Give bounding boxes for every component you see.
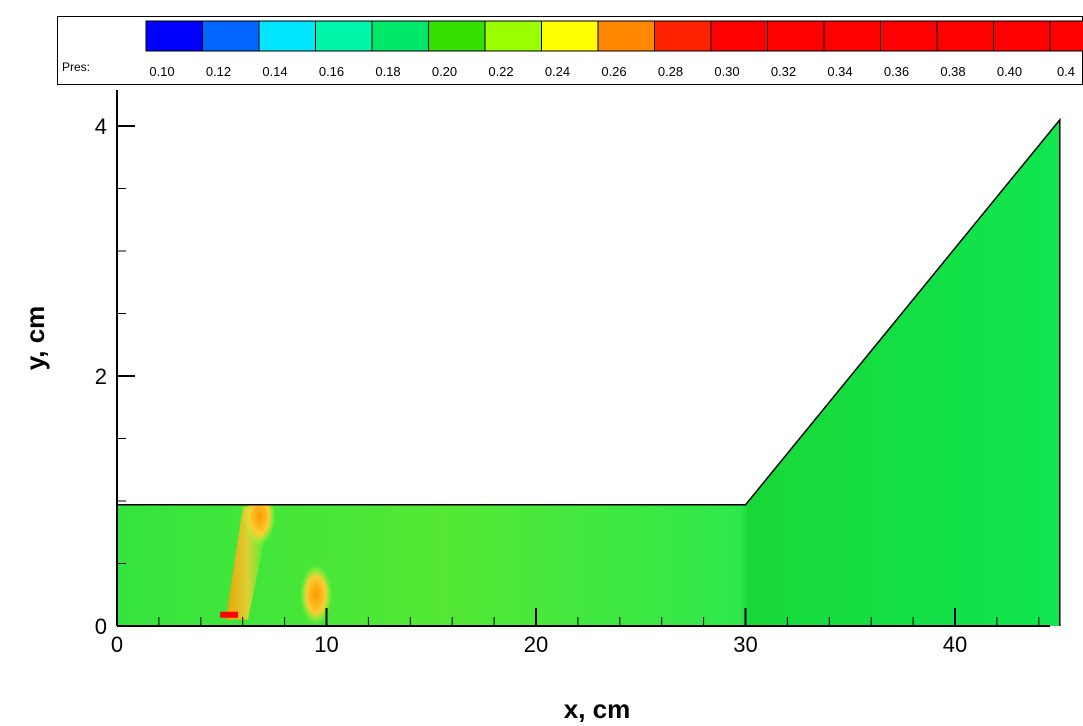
legend-label: 0.40: [997, 64, 1022, 79]
legend-label: 0.20: [432, 64, 457, 79]
pressure-field: [117, 119, 1060, 627]
legend-swatch: [202, 20, 260, 52]
legend-label: 0.34: [827, 64, 852, 79]
x-tick-label: 40: [943, 632, 967, 657]
legend-swatch: [258, 20, 316, 52]
high-pressure-spot: [243, 486, 276, 546]
y-tick-label: 0: [95, 614, 107, 639]
x-tick-label: 30: [733, 632, 757, 657]
legend-swatch: [484, 20, 542, 52]
legend-swatch: [145, 20, 203, 52]
legend-label: 0.18: [375, 64, 400, 79]
legend-label: 0.4: [1057, 64, 1075, 79]
legend-label: 0.12: [206, 64, 231, 79]
x-axis-title: x, cm: [564, 694, 631, 724]
field-group: [117, 119, 1060, 627]
y-tick-label: 4: [95, 114, 107, 139]
legend-label: 0.36: [884, 64, 909, 79]
legend-label: 0.22: [488, 64, 513, 79]
legend-swatch: [315, 20, 373, 52]
legend-swatch: [654, 20, 712, 52]
legend-label: 0.14: [262, 64, 287, 79]
legend-swatch: [880, 20, 938, 52]
legend-label: 0.26: [601, 64, 626, 79]
legend-title: Pres:: [62, 60, 91, 74]
y-axis-title: y, cm: [20, 306, 50, 371]
peak-pressure-spot: [220, 611, 239, 618]
legend-label: 0.32: [771, 64, 796, 79]
legend-label: 0.38: [940, 64, 965, 79]
legend-label: 0.16: [319, 64, 344, 79]
legend-label: 0.10: [149, 64, 174, 79]
legend-label: 0.28: [658, 64, 683, 79]
legend-label: 0.24: [545, 64, 570, 79]
legend-swatch: [823, 20, 881, 52]
legend-swatch: [936, 20, 994, 52]
legend-label: 0.30: [714, 64, 739, 79]
legend-swatch: [428, 20, 486, 52]
legend-swatch: [541, 20, 599, 52]
x-tick-label: 10: [314, 632, 338, 657]
y-tick-label: 2: [95, 364, 107, 389]
legend-swatch: [1049, 20, 1083, 52]
high-pressure-spot: [300, 564, 333, 625]
legend-swatch: [710, 20, 768, 52]
legend-swatch: [371, 20, 429, 52]
x-tick-label: 20: [524, 632, 548, 657]
legend-swatch: [597, 20, 655, 52]
legend-swatch: [993, 20, 1051, 52]
legend-swatch: [767, 20, 825, 52]
x-tick-label: 0: [111, 632, 123, 657]
